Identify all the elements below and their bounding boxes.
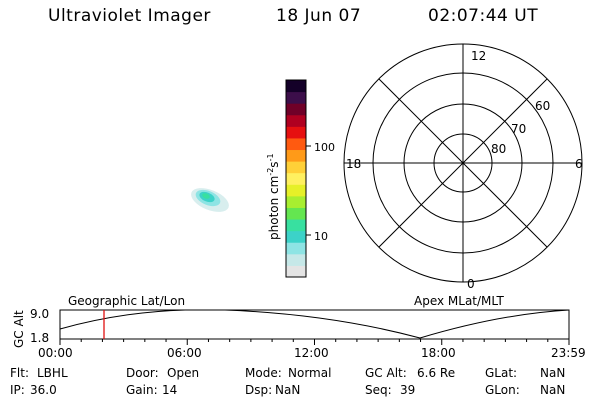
colorbar-band [286,149,306,162]
x-tick-label-0600: 06:00 [167,346,202,360]
lat-label-60: 60 [535,99,550,113]
colorbar-band [286,219,306,232]
colorbar-band [286,253,306,266]
timeline-y-tick-9: 9.0 [30,307,49,321]
seq-label: Seq: [365,383,392,397]
colorbar-tick-label-100: 100 [314,141,335,154]
colorbar-band [286,230,306,243]
colorbar-band [286,265,306,278]
lat-label-80: 80 [491,142,506,156]
gc-alt-value: 6.6 Re [417,366,456,380]
time-label: 02:07:44 UT [428,6,539,26]
mlt-label-bottom: 0 [467,277,475,291]
polar-diagonal-2 [378,78,548,248]
date-label: 18 Jun 07 [276,6,362,26]
colorbar-band [286,195,306,208]
colorbar-band [286,91,306,104]
colorbar-band [286,161,306,174]
colorbar-band [286,126,306,139]
x-tick-label-1800: 18:00 [421,346,456,360]
mode-value: Normal [288,366,332,380]
x-tick-label-1200: 12:00 [294,346,329,360]
glat-value: NaN [540,366,566,380]
seq-value: 39 [400,383,416,397]
colorbar-band [286,80,306,93]
gain-value: 14 [162,383,178,397]
polar-plot [343,43,583,283]
timeline-right-label: Apex MLat/MLT [414,294,504,308]
x-tick-label-0000: 00:00 [38,346,73,360]
timeline-x-ticks [59,339,570,345]
mode-label: Mode: [245,366,282,380]
x-tick-label-2359: 23:59 [551,346,586,360]
door-value: Open [167,366,200,380]
glat-label: GLat: [485,366,518,380]
colorbar-tick-label-10: 10 [314,230,328,243]
colorbar-frame [285,79,307,278]
timeline-y-axis-title: GC Alt [12,310,26,348]
mlt-label-left: 18 [346,157,361,171]
colorbar-band [286,103,306,116]
colorbar-axis-label: photon cm-2s-1 [266,153,281,240]
gc-alt-label: GC Alt: [365,366,407,380]
lat-label-70: 70 [511,122,526,136]
mlt-label-right: 6 [575,157,583,171]
colorbar [286,80,306,278]
aurora-emission-blob [191,188,229,212]
timeline-left-label: Geographic Lat/Lon [68,294,185,308]
colorbar-band [286,242,306,255]
ip-label: IP: [10,383,25,397]
dsp-value: NaN [275,383,301,397]
app-title: Ultraviolet Imager [48,6,211,26]
timeline-frame [59,309,570,340]
colorbar-band [286,172,306,185]
ip-value: 36.0 [30,383,57,397]
dsp-label: Dsp: [245,383,273,397]
door-label: Door: [126,366,159,380]
colorbar-band [286,184,306,197]
colorbar-band [286,137,306,151]
mlt-label-top: 12 [471,49,486,63]
glon-label: GLon: [485,383,520,397]
timeline-y-tick-1: 1.8 [30,331,49,345]
altitude-curve [59,309,570,339]
filter-value: LBHL [37,366,68,380]
colorbar-band [286,207,306,220]
filter-label: Flt: [10,366,29,380]
gain-label: Gain: [126,383,158,397]
colorbar-band [286,114,306,127]
glon-value: NaN [540,383,566,397]
